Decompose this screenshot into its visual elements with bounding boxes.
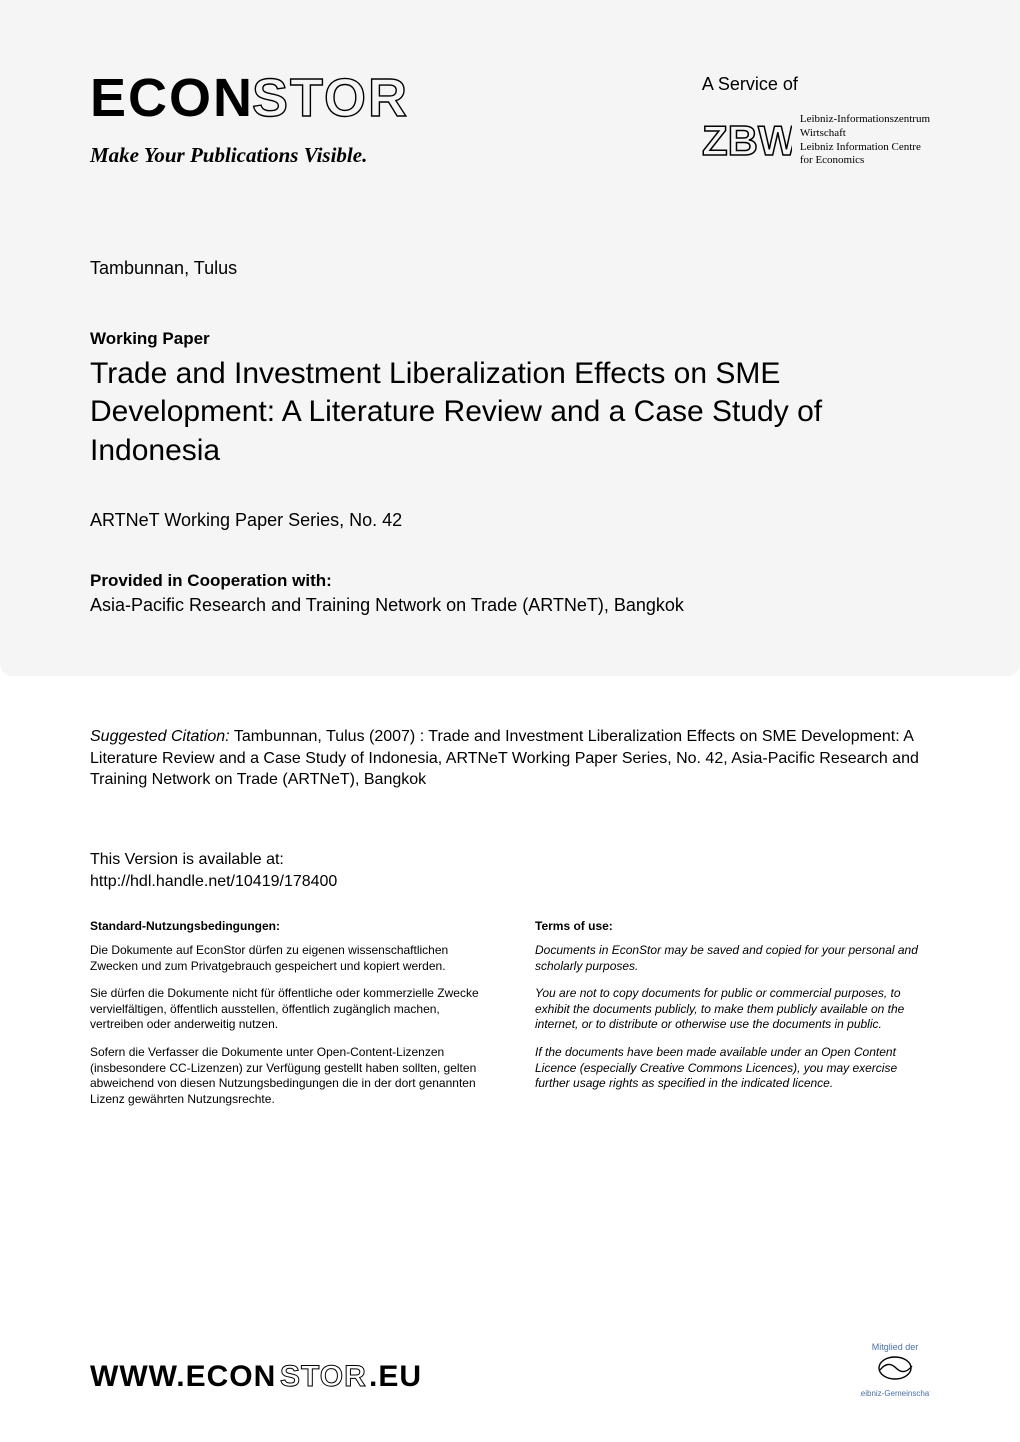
version-url[interactable]: http://hdl.handle.net/10419/178400	[90, 873, 930, 891]
service-of-label: A Service of	[702, 74, 798, 95]
tagline: Make Your Publications Visible.	[90, 143, 470, 168]
version-label: This Version is available at:	[90, 851, 930, 869]
document-title: Trade and Investment Liberalization Effe…	[90, 355, 930, 470]
svg-text:STOR: STOR	[252, 70, 409, 128]
svg-text:Leibniz-Gemeinschaft: Leibniz-Gemeinschaft	[860, 1389, 930, 1398]
leibniz-badge: Mitglied der Leibniz-Gemeinschaft	[860, 1342, 930, 1402]
econstor-logo: ECON STOR	[90, 70, 470, 137]
svg-text:WWW.ECON: WWW.ECON	[90, 1360, 276, 1393]
terms-de-p3: Sofern die Verfasser die Dokumente unter…	[90, 1045, 485, 1107]
terms-col-de: Standard-Nutzungsbedingungen: Die Dokume…	[90, 919, 485, 1119]
svg-text:ZBW: ZBW	[702, 119, 792, 163]
author-name: Tambunnan, Tulus	[90, 258, 930, 279]
svg-text:STOR: STOR	[280, 1360, 367, 1393]
cooperation-text: Asia-Pacific Research and Training Netwo…	[90, 595, 930, 616]
terms-en-p2: You are not to copy documents for public…	[535, 986, 930, 1033]
logo-right: A Service of ZBW Leibniz-Informationszen…	[702, 70, 930, 168]
svg-text:ECON: ECON	[90, 70, 254, 128]
citation-block: Suggested Citation: Tambunnan, Tulus (20…	[90, 726, 930, 791]
document-type: Working Paper	[90, 329, 930, 349]
terms-row: Standard-Nutzungsbedingungen: Die Dokume…	[90, 919, 930, 1119]
terms-en-p3: If the documents have been made availabl…	[535, 1045, 930, 1092]
terms-de-p2: Sie dürfen die Dokumente nicht für öffen…	[90, 986, 485, 1033]
zbw-row: ZBW Leibniz-Informationszentrum Wirtscha…	[702, 113, 930, 168]
zbw-line-1: Leibniz-Informationszentrum	[800, 113, 930, 127]
header-row: ECON STOR Make Your Publications Visible…	[90, 70, 930, 168]
terms-heading-en: Terms of use:	[535, 919, 930, 933]
footer-row: WWW.ECON STOR .EU Mitglied der Leibniz-G…	[90, 1342, 930, 1402]
terms-de-p1: Die Dokumente auf EconStor dürfen zu eig…	[90, 943, 485, 974]
zbw-line-3: Leibniz Information Centre	[800, 141, 930, 155]
leibniz-signature-icon: Leibniz-Gemeinschaft	[860, 1352, 930, 1400]
cooperation-label: Provided in Cooperation with:	[90, 571, 930, 591]
zbw-line-4: for Economics	[800, 154, 930, 168]
zbw-text: Leibniz-Informationszentrum Wirtschaft L…	[800, 113, 930, 168]
econstor-logo-svg: ECON STOR	[90, 70, 470, 128]
zbw-logo-icon: ZBW	[702, 119, 792, 163]
footer-url-svg: WWW.ECON STOR .EU	[90, 1356, 450, 1394]
lower-section: Suggested Citation: Tambunnan, Tulus (20…	[0, 676, 1020, 1149]
citation-label: Suggested Citation:	[90, 728, 230, 745]
footer-url[interactable]: WWW.ECON STOR .EU	[90, 1356, 450, 1402]
terms-col-en: Terms of use: Documents in EconStor may …	[535, 919, 930, 1119]
terms-heading-de: Standard-Nutzungsbedingungen:	[90, 919, 485, 933]
logo-left: ECON STOR Make Your Publications Visible…	[90, 70, 470, 168]
svg-text:.EU: .EU	[369, 1360, 422, 1393]
badge-top-label: Mitglied der	[860, 1342, 930, 1352]
upper-section: ECON STOR Make Your Publications Visible…	[0, 0, 1020, 676]
zbw-line-2: Wirtschaft	[800, 127, 930, 141]
terms-en-p1: Documents in EconStor may be saved and c…	[535, 943, 930, 974]
series-info: ARTNeT Working Paper Series, No. 42	[90, 510, 930, 531]
